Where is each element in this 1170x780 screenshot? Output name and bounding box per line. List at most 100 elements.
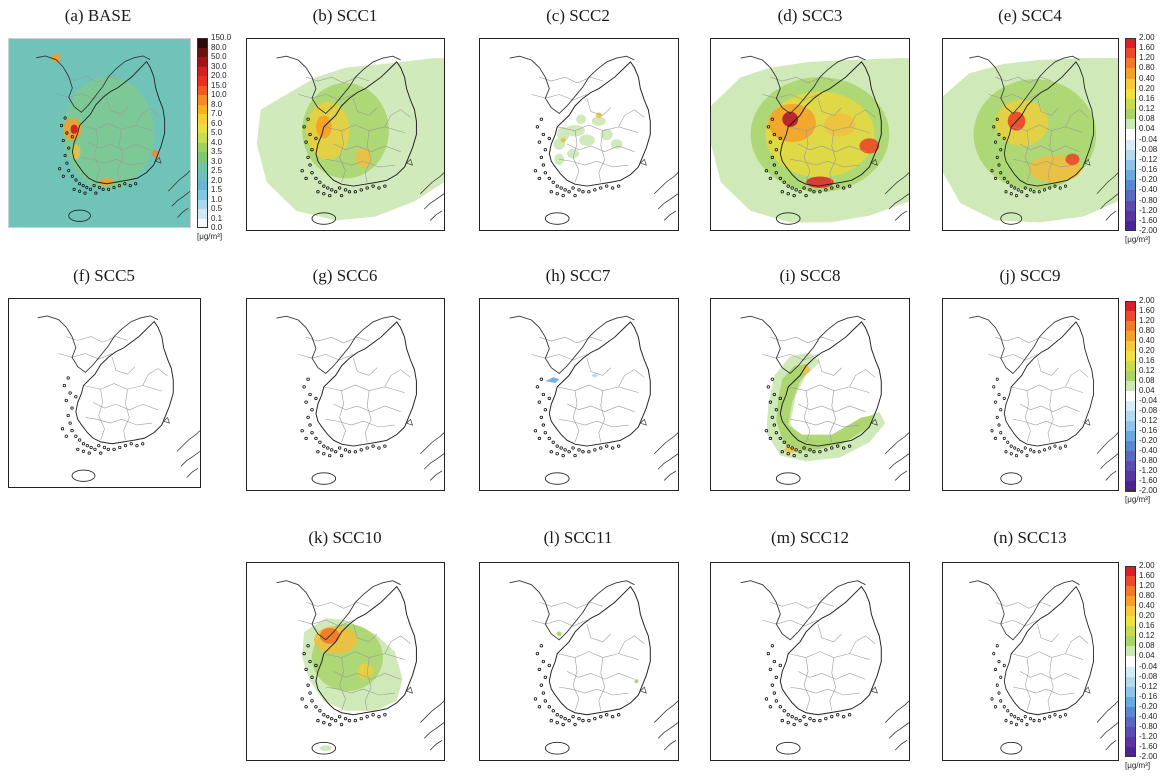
colorbar-swatch: [1125, 78, 1136, 90]
colorbar-tick-label: -1.60: [1139, 476, 1158, 485]
hotspot: [806, 176, 834, 188]
colorbar-swatch: [1125, 451, 1136, 462]
colorbar-swatch: [1125, 676, 1136, 688]
colorbar-tick-label: 0.04: [1139, 124, 1155, 134]
hotspot: [99, 178, 114, 186]
colorbar-tick-label: 0.04: [1139, 651, 1155, 661]
basemap-outline: [276, 315, 444, 485]
colorbar-tick-label: 0.80: [1139, 326, 1155, 335]
panel-title: (g) SCC6: [312, 266, 378, 285]
colorbar-tick-label: -0.40: [1139, 185, 1158, 195]
colorbar-tick-label: 2.00: [1139, 561, 1155, 570]
colorbar-swatch: [1125, 220, 1136, 232]
colorbar-unit: [μg/m³]: [1125, 495, 1151, 504]
colorbar-tick-label: -0.12: [1139, 681, 1158, 691]
colorbar-swatch: [1125, 696, 1136, 708]
colorbar-unit: [μg/m³]: [1125, 761, 1151, 770]
map-frame: [246, 562, 445, 761]
hotspot: [1065, 153, 1080, 166]
colorbar-tick-label: 1.5: [211, 185, 223, 194]
hotspot: [70, 124, 78, 134]
hotspot: [859, 138, 880, 154]
colorbar-swatch: [1125, 351, 1136, 362]
colorbar-tick-label: 0.40: [1139, 601, 1155, 611]
colorbar-tick-label: 0.08: [1139, 641, 1155, 651]
concentration-area: [63, 76, 154, 190]
colorbar-tick-label: 2.00: [1139, 296, 1155, 305]
colorbar-tick-label: -0.20: [1139, 436, 1158, 445]
colorbar-swatch: [197, 123, 208, 134]
colorbar-swatch: [197, 171, 208, 181]
colorbar-swatch: [1125, 411, 1136, 422]
colorbar-swatch: [1125, 321, 1136, 332]
map-plot: [256, 55, 444, 225]
colorbar-tick-label: -2.00: [1139, 752, 1158, 761]
concentration-area: [610, 139, 623, 149]
colorbar-tick-label: 2.0: [211, 175, 223, 185]
colorbar-swatch: [1125, 481, 1136, 492]
map-plot: [509, 315, 678, 485]
colorbar-tick-label: 10.0: [211, 90, 227, 99]
colorbar-tick-label: -0.08: [1139, 406, 1158, 415]
colorbar-swatch: [1125, 149, 1136, 161]
map-frame: [942, 298, 1119, 491]
panel-title: (m) SCC12: [771, 528, 849, 547]
basemap-outline: [276, 55, 444, 225]
colorbar-tick-label: -1.60: [1139, 741, 1158, 751]
concentration-area: [776, 363, 874, 452]
colorbar-swatch: [1125, 311, 1136, 322]
hotspot: [355, 147, 372, 167]
colorbar-tick-label: 1.20: [1139, 53, 1155, 63]
colorbar-tick-label: -0.40: [1139, 446, 1158, 455]
colorbar-swatch: [1125, 331, 1136, 342]
map-plot: [509, 580, 678, 755]
hotspot: [634, 679, 639, 684]
panel-title: (l) SCC11: [543, 528, 613, 547]
hotspot: [51, 53, 61, 63]
colorbar-tick-label: 150.0: [211, 33, 232, 42]
colorbar-swatch: [1125, 616, 1136, 627]
colorbar-swatch: [1125, 139, 1136, 151]
colorbar-tick-label: 7.0: [211, 109, 223, 118]
colorbar-swatch: [197, 180, 208, 191]
colorbar-tick-label: -0.08: [1139, 144, 1158, 154]
colorbar-diff-1: 2.00 1.60 1.20 0.80 0.40 0.20 0.16 0.12 0.08 0.04…: [1125, 34, 1165, 247]
colorbar-swatch: [1125, 129, 1136, 141]
colorbar-tick-label: 20.0: [211, 71, 227, 80]
colorbar-tick-label: 50.0: [211, 52, 227, 61]
colorbar-swatch: [1125, 441, 1136, 452]
colorbar-swatch: [1125, 341, 1136, 352]
colorbar-swatch: [1125, 716, 1136, 728]
colorbar-swatch: [1125, 746, 1136, 758]
colorbar-tick-label: 2.5: [211, 166, 223, 175]
panel-title: (d) SCC3: [777, 6, 843, 25]
colorbar-swatch: [197, 57, 208, 67]
colorbar-tick-label: -0.08: [1139, 671, 1158, 681]
concentration-area: [579, 134, 595, 146]
colorbar-diff-3: 2.00 1.60 1.20 0.80 0.40 0.20 0.16 0.12 0.08 0.04…: [1125, 562, 1165, 773]
basemap-outline: [740, 55, 909, 225]
colorbar-tick-label: 0.16: [1139, 621, 1155, 631]
colorbar-outline: [1125, 566, 1136, 757]
colorbar-swatch: [1125, 636, 1136, 647]
colorbar-tick-label: 1.60: [1139, 306, 1155, 315]
colorbar-tick-label: -0.40: [1139, 711, 1158, 721]
colorbar-swatch: [1125, 431, 1136, 442]
colorbar-tick-label: -0.16: [1139, 691, 1158, 701]
panel-title: (c) SCC2: [546, 6, 610, 25]
panel-title: (h) SCC7: [545, 266, 611, 285]
hotspot: [782, 111, 799, 127]
colorbar-swatch: [1125, 401, 1136, 412]
map-plot: [276, 580, 444, 755]
colorbar-swatch: [197, 95, 208, 105]
basemap-outline: [969, 580, 1118, 755]
colorbar-tick-label: 0.12: [1139, 366, 1155, 375]
panel-title: (k) SCC10: [308, 528, 382, 547]
colorbar-tick-label: -1.20: [1139, 731, 1158, 741]
colorbar-swatch: [1125, 119, 1136, 130]
colorbar-swatch: [1125, 38, 1136, 49]
map-frame: [246, 298, 445, 491]
colorbar-tick-label: -0.12: [1139, 416, 1158, 425]
concentration-area: [823, 113, 856, 137]
colorbar-swatch: [1125, 109, 1136, 120]
